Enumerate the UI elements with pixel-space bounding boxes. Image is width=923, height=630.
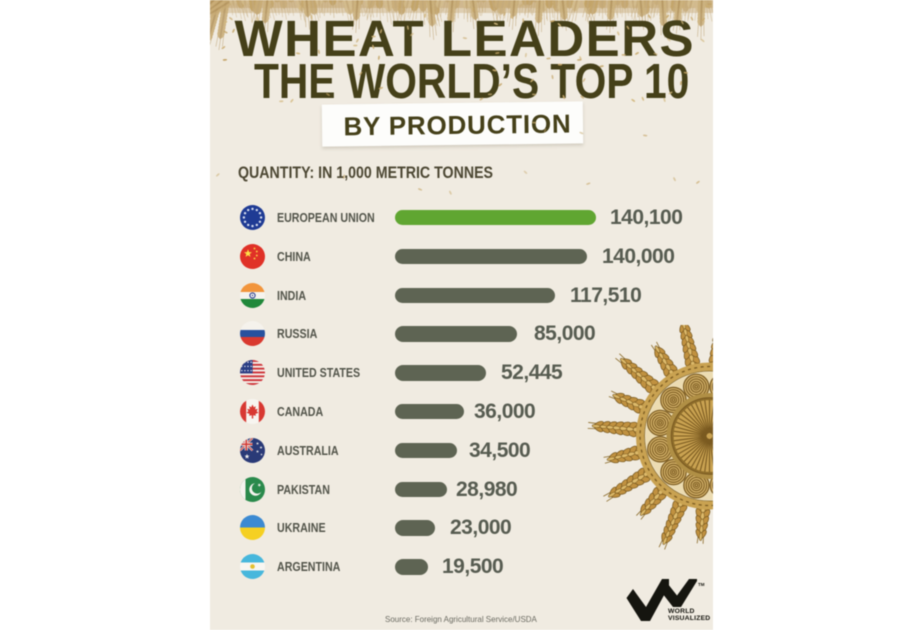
svg-text:TM: TM bbox=[698, 582, 705, 587]
